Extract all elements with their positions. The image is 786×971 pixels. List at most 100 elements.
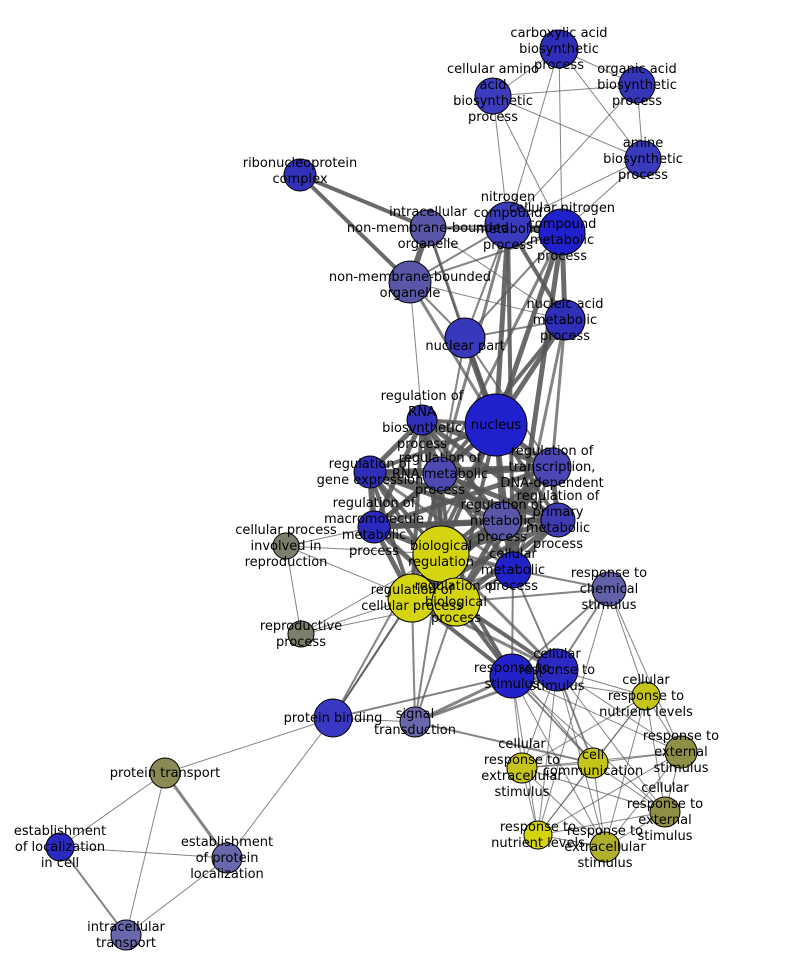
node-circle[interactable] [618,66,656,104]
node-circle[interactable] [539,29,579,69]
node-circle[interactable] [523,820,553,850]
node-circle[interactable] [211,842,243,874]
graph-node[interactable] [474,77,512,115]
node-circle[interactable] [474,77,512,115]
node-circle[interactable] [506,752,538,784]
node-label: nucleus [471,418,521,433]
node-circle[interactable] [406,404,438,436]
node-circle[interactable] [464,393,528,457]
graph-node[interactable] [399,706,431,738]
graph-node[interactable] [484,201,532,249]
node-circle[interactable] [399,706,431,738]
graph-node[interactable] [506,752,538,784]
graph-node[interactable] [431,577,481,627]
graph-node[interactable] [532,447,572,487]
node-circle[interactable] [272,532,300,560]
graph-node[interactable] [539,29,579,69]
graph-node[interactable] [489,653,535,699]
graph-edge [507,84,638,226]
graph-node[interactable] [412,525,470,583]
graph-node[interactable] [406,404,438,436]
node-label: cellular nitrogen compound metabolic proces… [509,201,615,264]
graph-node[interactable] [110,919,142,951]
graph-node[interactable] [353,455,387,489]
node-circle[interactable] [422,456,458,492]
node-circle[interactable] [577,747,609,779]
graph-node[interactable] [357,510,391,544]
node-circle[interactable] [444,317,486,359]
graph-node[interactable] [283,158,317,192]
node-label: carboxylic acid biosynthetic process [510,26,607,73]
label-layer: carboxylic acid biosynthetic process organi… [14,26,719,951]
node-circle[interactable] [388,260,432,304]
node-circle[interactable] [540,502,576,538]
node-label: regulation of transcription, DNA-dependent [500,444,603,491]
graph-edge [226,717,334,859]
graph-edge [645,695,666,813]
graph-edge [550,318,567,469]
graph-node[interactable] [482,501,522,541]
node-circle[interactable] [535,648,579,692]
node-circle[interactable] [538,208,586,256]
graph-node[interactable] [444,317,486,359]
node-circle[interactable] [45,832,75,862]
graph-node[interactable] [535,648,579,692]
graph-node[interactable] [624,140,662,178]
graph-node[interactable] [422,456,458,492]
node-circle[interactable] [589,831,621,863]
graph-node[interactable] [523,820,553,850]
node-circle[interactable] [482,501,522,541]
node-circle[interactable] [532,447,572,487]
node-circle[interactable] [591,571,627,607]
graph-node[interactable] [313,698,353,738]
graph-edge [59,846,228,859]
node-circle[interactable] [353,455,387,489]
node-label: regulation of biological process [415,579,498,626]
graph-node[interactable] [631,681,661,711]
graph-edge [511,675,606,848]
node-circle[interactable] [412,525,470,583]
node-circle[interactable] [624,140,662,178]
graph-node[interactable] [664,735,698,769]
graph-node[interactable] [544,299,586,341]
graph-node[interactable] [149,757,181,789]
node-label: signal transduction [374,707,456,738]
graph-node[interactable] [649,796,681,828]
graph-node[interactable] [464,393,528,457]
graph-edge [414,721,594,764]
graph-node[interactable] [494,551,532,589]
node-circle[interactable] [631,681,661,711]
node-circle[interactable] [484,201,532,249]
node-circle[interactable] [409,209,447,247]
graph-node[interactable] [577,747,609,779]
node-circle[interactable] [489,653,535,699]
graph-node[interactable] [409,209,447,247]
graph-node[interactable] [591,571,627,607]
graph-node[interactable] [287,620,315,648]
node-circle[interactable] [544,299,586,341]
node-circle[interactable] [649,796,681,828]
node-circle[interactable] [313,698,353,738]
node-label: response to nutrient levels [491,820,585,851]
graph-edge [437,471,561,523]
node-circle[interactable] [283,158,317,192]
node-circle[interactable] [431,577,481,627]
node-circle[interactable] [357,510,391,544]
node-circle[interactable] [287,620,315,648]
graph-edge [507,48,560,226]
graph-node[interactable] [388,260,432,304]
graph-node[interactable] [211,842,243,874]
node-circle[interactable] [110,919,142,951]
graph-node[interactable] [540,502,576,538]
node-label: non-membrane-bounded organelle [329,270,491,301]
graph-node[interactable] [272,532,300,560]
node-circle[interactable] [149,757,181,789]
node-circle[interactable] [664,735,698,769]
graph-node[interactable] [45,832,75,862]
node-circle[interactable] [494,551,532,589]
graph-node[interactable] [538,208,586,256]
graph-edge [558,48,563,233]
graph-node[interactable] [618,66,656,104]
graph-node[interactable] [589,831,621,863]
